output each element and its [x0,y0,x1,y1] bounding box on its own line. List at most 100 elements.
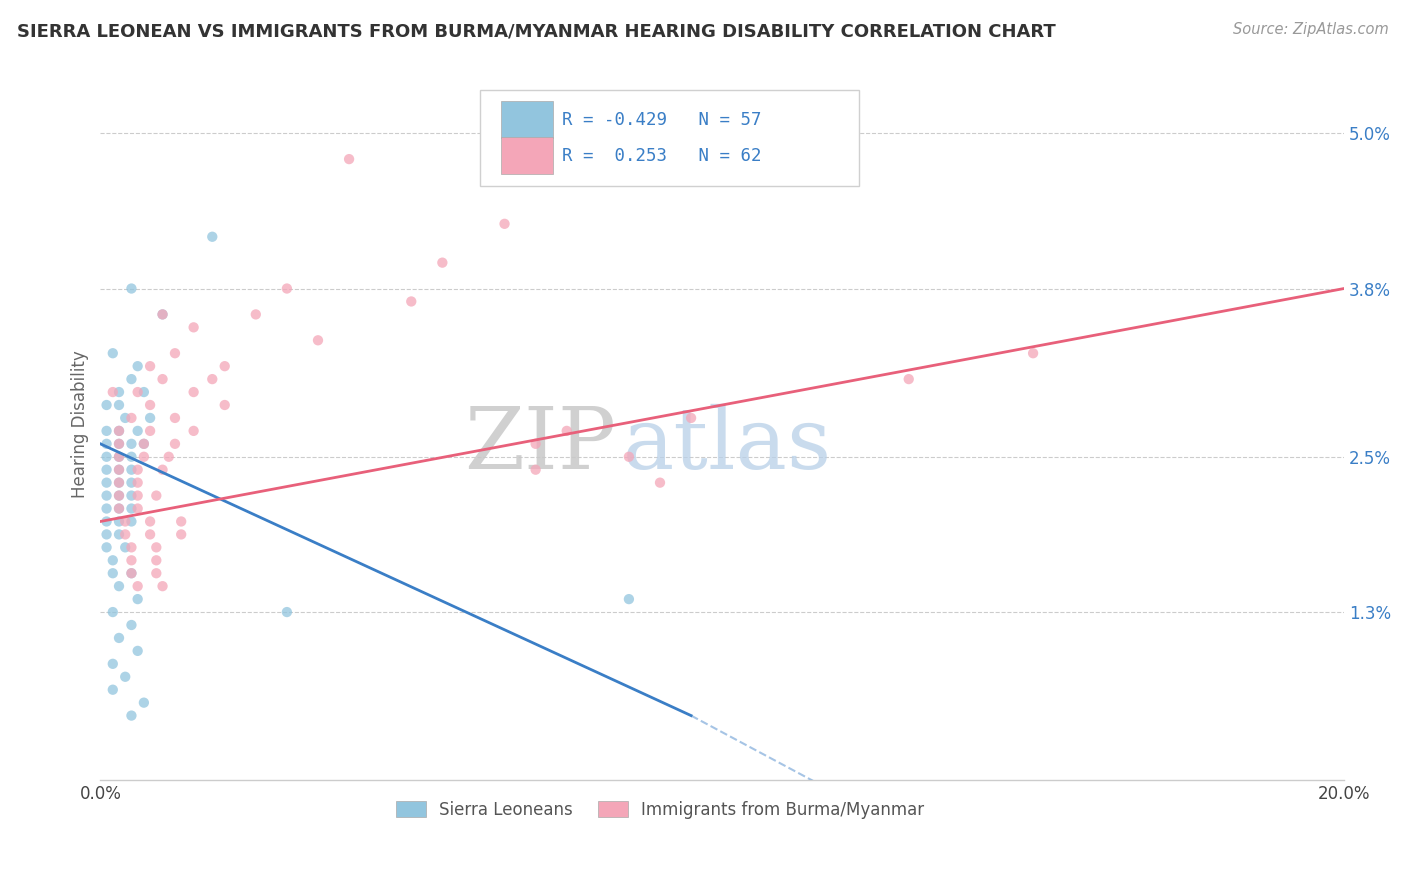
Point [120,411,142,425]
Point [120,501,142,516]
Point [307,333,329,347]
Text: SIERRA LEONEAN VS IMMIGRANTS FROM BURMA/MYANMAR HEARING DISABILITY CORRELATION C: SIERRA LEONEAN VS IMMIGRANTS FROM BURMA/… [17,22,1056,40]
Point [1022,346,1045,360]
Point [108,579,131,593]
Point [120,437,142,451]
Point [163,346,186,360]
Point [170,515,193,529]
Point [276,281,298,295]
FancyBboxPatch shape [501,102,553,138]
Point [170,527,193,541]
Point [648,475,671,490]
Point [145,566,167,581]
Point [101,346,124,360]
FancyBboxPatch shape [501,137,553,175]
Point [120,450,142,464]
Point [897,372,920,386]
Point [681,411,703,425]
Point [157,450,180,464]
Point [139,527,162,541]
Point [401,294,423,309]
Point [617,450,640,464]
Point [127,385,149,400]
Point [152,372,174,386]
Point [120,553,142,567]
Point [120,372,142,386]
Text: ZIP: ZIP [464,404,616,487]
Point [114,541,136,555]
Point [101,553,124,567]
Point [120,541,142,555]
Point [96,437,118,451]
Point [108,437,131,451]
Point [114,527,136,541]
Point [101,566,124,581]
Point [201,229,224,244]
Point [120,281,142,295]
Point [96,515,118,529]
Point [96,424,118,438]
Point [127,501,149,516]
Point [145,541,167,555]
Point [108,489,131,503]
Point [108,450,131,464]
Point [337,152,360,166]
Legend: Sierra Leoneans, Immigrants from Burma/Myanmar: Sierra Leoneans, Immigrants from Burma/M… [389,794,931,825]
Point [163,437,186,451]
Point [152,307,174,321]
Point [120,566,142,581]
Point [127,644,149,658]
Point [120,515,142,529]
Point [101,385,124,400]
Point [127,489,149,503]
Point [108,424,131,438]
Point [108,463,131,477]
Point [114,515,136,529]
Point [127,463,149,477]
Y-axis label: Hearing Disability: Hearing Disability [72,351,89,499]
Point [114,411,136,425]
Point [132,696,155,710]
Point [132,385,155,400]
Text: atlas: atlas [623,404,832,487]
Point [494,217,516,231]
Point [139,424,162,438]
Point [555,424,578,438]
Point [120,618,142,632]
Point [245,307,267,321]
Point [108,501,131,516]
Point [108,515,131,529]
Point [127,592,149,607]
Point [108,450,131,464]
Point [96,463,118,477]
Point [108,475,131,490]
Point [96,398,118,412]
Point [96,475,118,490]
Point [120,708,142,723]
Point [132,437,155,451]
Point [127,475,149,490]
Point [108,385,131,400]
Point [108,463,131,477]
Point [114,670,136,684]
Point [214,398,236,412]
Text: R = -0.429   N = 57: R = -0.429 N = 57 [562,111,761,129]
Point [120,566,142,581]
Point [139,411,162,425]
FancyBboxPatch shape [479,90,859,186]
Point [152,463,174,477]
Point [145,553,167,567]
Point [432,255,454,269]
Point [127,424,149,438]
Point [617,592,640,607]
Point [183,424,205,438]
Point [108,398,131,412]
Point [524,463,547,477]
Point [139,515,162,529]
Point [108,489,131,503]
Point [201,372,224,386]
Point [108,424,131,438]
Point [108,475,131,490]
Point [132,450,155,464]
Point [214,359,236,374]
